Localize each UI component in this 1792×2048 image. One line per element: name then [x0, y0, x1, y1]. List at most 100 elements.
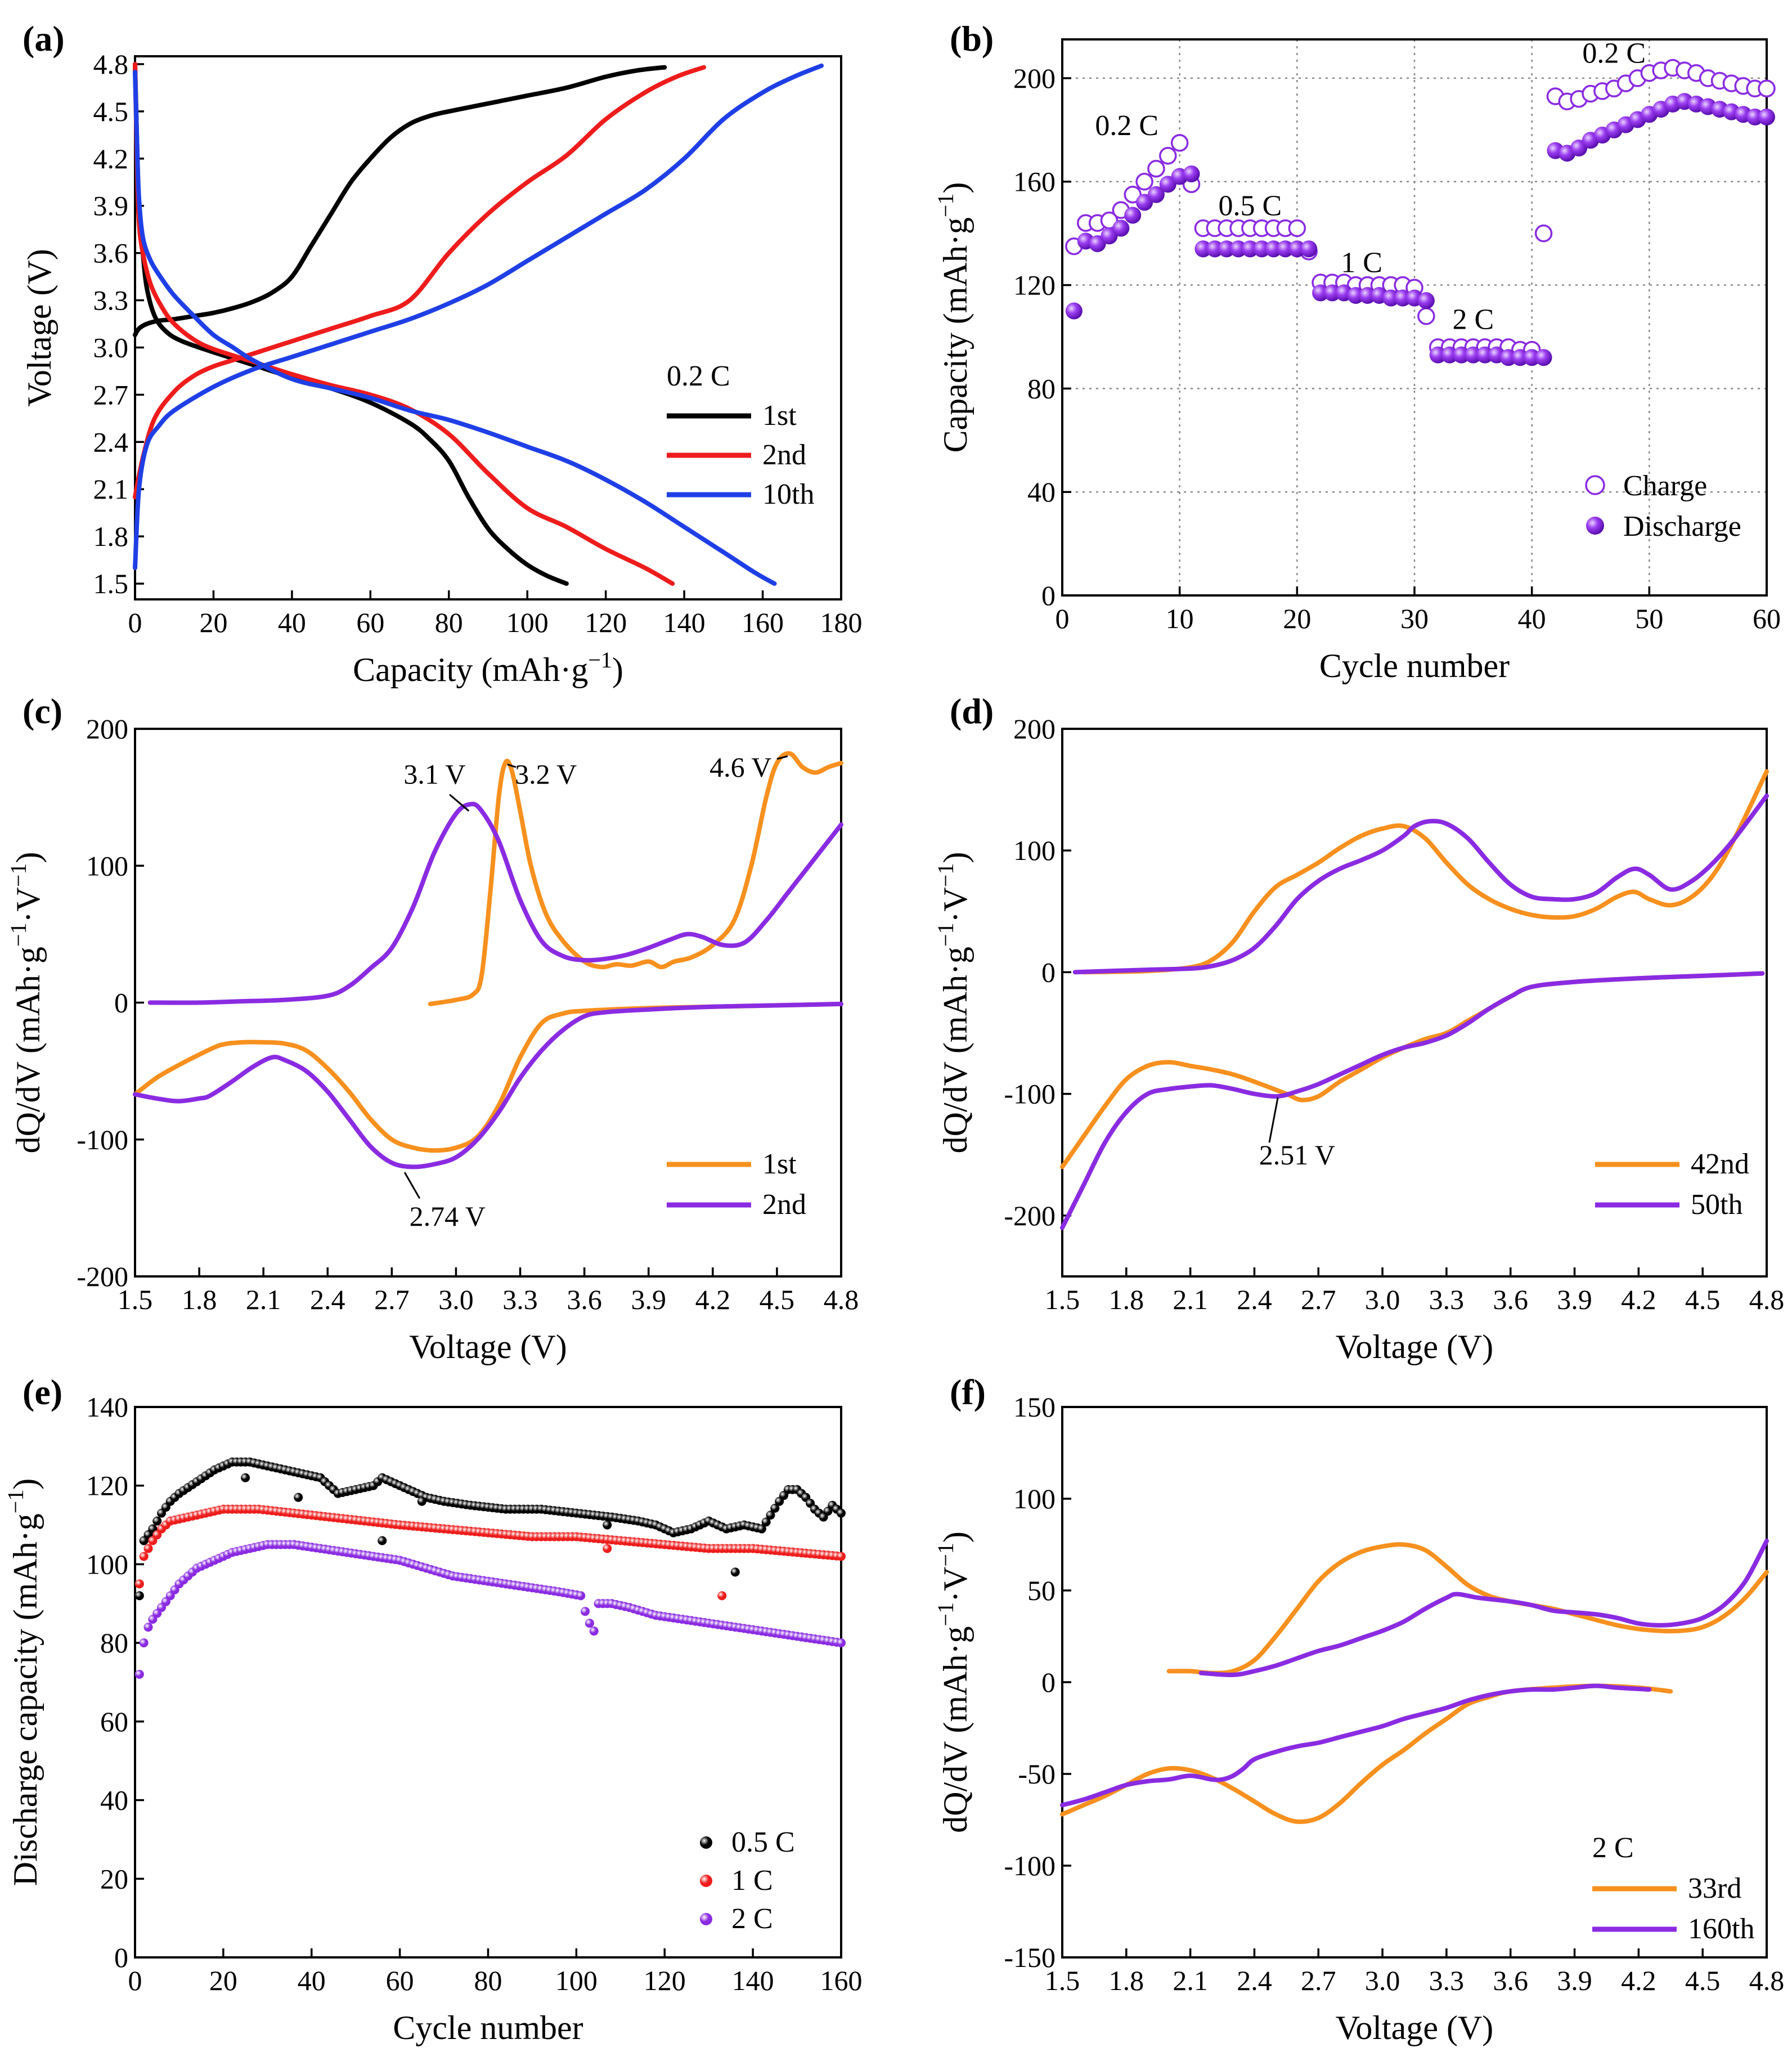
series-1 C-point	[143, 1544, 153, 1553]
y-tick-label: 40	[1027, 476, 1056, 508]
discharge-point	[1241, 240, 1259, 258]
series-42nd-lower	[1060, 971, 1765, 1169]
annotation-leader	[1268, 1097, 1279, 1143]
discharge-point	[1441, 346, 1458, 364]
x-tick-label: 100	[506, 607, 549, 638]
discharge-point	[1382, 289, 1400, 307]
legend-marker	[700, 1875, 712, 1887]
charge-point	[1124, 185, 1142, 204]
legend-discharge-marker	[1586, 517, 1604, 535]
x-tick-label: 3.3	[502, 1284, 538, 1315]
discharge-point	[1218, 240, 1236, 258]
series-2nd-lower	[133, 1001, 843, 1169]
series-1 C-point	[134, 1579, 144, 1589]
series-2 C-point	[585, 1619, 594, 1628]
x-tick-label: 20	[209, 1965, 237, 1996]
legend-charge-marker	[1585, 475, 1605, 495]
series-160th-lower	[1060, 1683, 1652, 1808]
discharge-point	[1359, 286, 1376, 304]
y-tick-label: 80	[1027, 373, 1056, 404]
series-160th-upper	[1198, 1539, 1769, 1678]
y-tick-label: 0	[1041, 1666, 1056, 1698]
discharge-point	[1183, 165, 1200, 182]
legend-label: 160th	[1688, 1913, 1754, 1945]
plot-frame	[1061, 1406, 1768, 1959]
y-tick-label: 60	[100, 1706, 128, 1737]
x-tick-label: 3.6	[1493, 1284, 1528, 1315]
series-0.5 C-point	[134, 1591, 144, 1601]
panel-label: (e)	[23, 1372, 62, 1412]
series-0.5 C-outlier	[417, 1496, 426, 1506]
y-tick-label: 4.2	[93, 143, 129, 174]
rate-label: 2 C	[1452, 304, 1494, 336]
y-tick-label: 3.0	[93, 331, 129, 363]
y-tick-label: 150	[1013, 1391, 1056, 1423]
panel-label: (d)	[950, 691, 994, 731]
series-2 C-point	[589, 1626, 599, 1636]
series-2 C-point	[143, 1623, 153, 1632]
y-tick-label: 4.5	[93, 96, 129, 127]
y-label-superscript: −1	[3, 1490, 28, 1514]
x-tick-label: 40	[278, 607, 306, 638]
y-label-superscript-2: −1	[933, 1543, 958, 1567]
y-tick-label: 40	[100, 1785, 128, 1816]
x-tick-label: 4.8	[1749, 1284, 1785, 1315]
y-tick-label: 0	[1041, 956, 1056, 988]
legend-label: 42nd	[1691, 1148, 1749, 1180]
series-2nd-charge	[133, 65, 706, 500]
y-tick-label: -50	[1018, 1758, 1056, 1790]
y-label-end: )	[937, 852, 974, 863]
annotation-leader	[403, 1172, 421, 1199]
x-tick-label: 2.7	[1301, 1965, 1336, 1996]
y-label-mid: ·V	[937, 1567, 974, 1602]
x-tick-label: 2.1	[1173, 1284, 1208, 1315]
rate-label: 0.5 C	[1219, 190, 1282, 222]
x-tick-label: 0	[128, 1965, 142, 1996]
discharge-point	[1429, 346, 1447, 364]
discharge-point	[1323, 284, 1341, 302]
x-tick-label: 60	[356, 607, 384, 638]
x-tick-label: 140	[663, 607, 706, 638]
legend-title: 0.2 C	[667, 360, 730, 392]
y-tick-label: 20	[100, 1863, 128, 1894]
discharge-point	[1465, 346, 1482, 364]
x-tick-label: 3.6	[567, 1284, 602, 1315]
y-tick-label: 3.9	[93, 190, 129, 222]
x-tick-label: 2.1	[1173, 1965, 1208, 1996]
x-tick-label: 40	[1518, 603, 1546, 634]
y-label-end: )	[937, 1531, 974, 1543]
x-tick-label: 40	[298, 1965, 326, 1996]
x-tick-label: 4.8	[1749, 1965, 1785, 1996]
series-50th-lower	[1060, 971, 1765, 1230]
x-tick-label: 3.9	[631, 1284, 666, 1315]
y-tick-label: -150	[1004, 1942, 1056, 1973]
series-33rd-lower	[1060, 1683, 1673, 1825]
charge-point	[1534, 224, 1553, 243]
y-tick-label: -100	[1004, 1078, 1056, 1110]
x-tick-label: 4.5	[1685, 1965, 1721, 1996]
series-0.5 C-point	[766, 1511, 775, 1520]
y-label-superscript: −1	[6, 923, 31, 947]
series-2 C-point	[581, 1607, 590, 1616]
y-tick-label: 4.8	[93, 48, 129, 80]
discharge-point	[1453, 346, 1470, 364]
discharge-point	[1535, 349, 1552, 366]
legend-label: Discharge	[1623, 510, 1741, 543]
discharge-point	[1194, 240, 1212, 258]
annotation-label: 2.74 V	[410, 1200, 486, 1232]
x-tick-label: 3.6	[1493, 1965, 1528, 1996]
charge-point	[1135, 172, 1153, 191]
x-tick-label: 4.8	[824, 1284, 859, 1315]
x-tick-label: 20	[199, 607, 227, 638]
y-tick-label: -100	[77, 1124, 128, 1155]
x-tick-label: 60	[386, 1965, 414, 1996]
y-tick-label: 2.4	[93, 426, 129, 458]
panel-label: (c)	[23, 691, 62, 731]
x-tick-label: 3.3	[1429, 1284, 1465, 1315]
y-tick-label: 3.6	[93, 237, 129, 269]
y-tick-label: 1.8	[93, 521, 129, 552]
annotation-leader	[507, 763, 517, 768]
discharge-point	[1499, 349, 1517, 366]
y-tick-label: -200	[1004, 1200, 1056, 1231]
